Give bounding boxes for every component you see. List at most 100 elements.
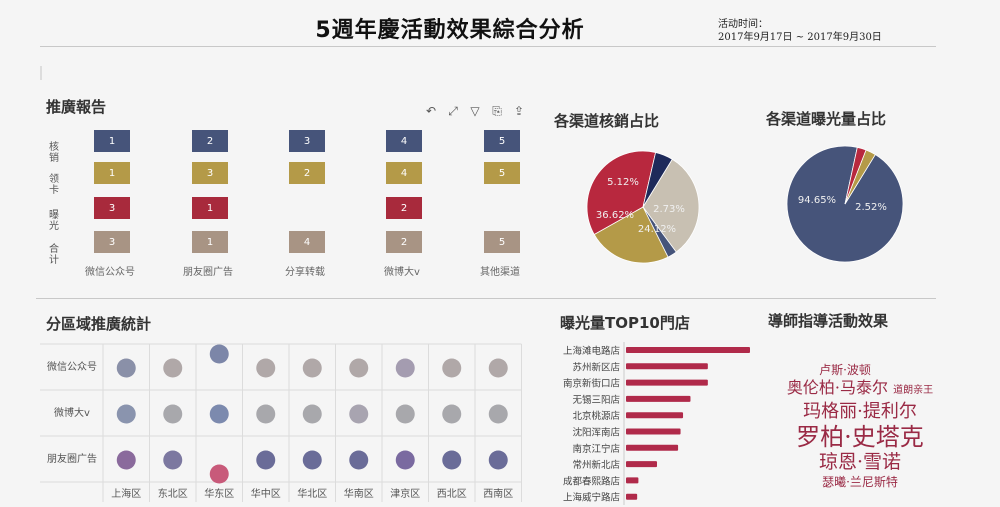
region-col-label-6: 津京区 bbox=[390, 487, 420, 500]
filter-icon[interactable]: ▽ bbox=[470, 104, 480, 118]
pie-slice-2 bbox=[593, 206, 669, 264]
store-label-7: 常州新北店 bbox=[572, 459, 620, 471]
category-label-4: 其他渠道 bbox=[480, 265, 520, 278]
region-dot-0-5 bbox=[349, 358, 369, 378]
cell-label-0-0: 1 bbox=[109, 136, 115, 147]
word-4: 玛格丽·提利尔 bbox=[803, 401, 917, 422]
row-label-1: 领卡 bbox=[47, 172, 59, 195]
store-bar-8 bbox=[626, 477, 639, 484]
pie1-chart: 2.73% 24.12% 36.62% 5.12% bbox=[586, 150, 700, 264]
pie-label-2: 24.12% bbox=[638, 224, 676, 235]
cell-0-0 bbox=[94, 130, 130, 152]
region-dot-0-4 bbox=[302, 358, 322, 378]
row-label-2: 曝光 bbox=[47, 209, 59, 231]
cell-label-1-1: 3 bbox=[207, 168, 213, 179]
region-col-label-1: 东北区 bbox=[158, 487, 188, 500]
pie-slice-0 bbox=[642, 158, 700, 253]
pie-label-1: 2.52% bbox=[855, 202, 887, 213]
undo-icon[interactable]: ↶ bbox=[425, 104, 437, 118]
word-7: 瑟曦·兰尼斯特 bbox=[822, 475, 898, 489]
cell-1-0 bbox=[94, 162, 130, 184]
top10-chart: 上海滩电路店苏州新区店南京新街口店无锡三阳店北京桃源店沈阳浑南店南京江宁店常州新… bbox=[563, 342, 750, 505]
region-col-label-0: 上海区 bbox=[111, 487, 141, 500]
region-col-label-5: 华南区 bbox=[344, 487, 374, 500]
cell-2-1 bbox=[192, 197, 228, 219]
region-row-label-1: 微博大v bbox=[54, 406, 90, 419]
store-label-8: 成都春熙路店 bbox=[563, 475, 620, 487]
cell-label-1-2: 2 bbox=[304, 168, 310, 179]
cell-label-3-2: 4 bbox=[304, 237, 310, 248]
store-label-6: 南京江宁店 bbox=[572, 443, 620, 455]
region-dot-2-3 bbox=[256, 450, 276, 470]
word-3: 道朗亲王 bbox=[893, 385, 934, 396]
header-divider bbox=[40, 46, 936, 47]
region-dot-2-0 bbox=[116, 450, 136, 470]
word-cloud: 卢斯·波顿 奥伦柏·马泰尔 道朗亲王 玛格丽·提利尔 罗柏·史塔克 琼恩·雪诺 … bbox=[775, 363, 945, 490]
store-bar-2 bbox=[626, 379, 708, 386]
cell-label-2-0: 3 bbox=[109, 203, 115, 214]
region-dot-0-0 bbox=[116, 358, 136, 378]
cell-0-2 bbox=[289, 130, 325, 152]
cell-label-3-3: 2 bbox=[401, 237, 407, 248]
region-dot-2-1 bbox=[163, 450, 183, 470]
mentors-title: 導師指導活動效果 bbox=[768, 312, 889, 330]
region-dot-0-3 bbox=[256, 358, 276, 378]
cell-label-3-4: 5 bbox=[499, 237, 505, 248]
region-dot-1-1 bbox=[163, 404, 183, 424]
region-col-label-7: 西北区 bbox=[437, 488, 467, 500]
section-divider bbox=[36, 298, 936, 299]
decorative-mark bbox=[40, 66, 42, 80]
cell-3-4 bbox=[484, 231, 520, 253]
region-dot-1-8 bbox=[488, 404, 508, 424]
expand-icon[interactable]: ⤢ bbox=[448, 104, 458, 118]
store-label-2: 南京新街口店 bbox=[563, 378, 620, 390]
cell-1-1 bbox=[192, 162, 228, 184]
store-label-1: 苏州新区店 bbox=[572, 361, 620, 373]
store-bar-7 bbox=[626, 461, 657, 468]
export-icon[interactable]: ⎘ bbox=[492, 104, 502, 118]
pie1-title: 各渠道核銷占比 bbox=[554, 112, 660, 130]
word-6: 琼恩·雪诺 bbox=[818, 451, 902, 473]
promo-title: 推廣報告 bbox=[46, 98, 107, 116]
region-dot-2-7 bbox=[442, 450, 462, 470]
pie2-title: 各渠道曝光量占比 bbox=[766, 110, 887, 128]
pie-slice-4 bbox=[642, 151, 673, 208]
cell-3-0 bbox=[94, 231, 130, 253]
region-dot-2-4 bbox=[302, 450, 322, 470]
region-col-label-3: 华中区 bbox=[251, 487, 281, 500]
store-label-4: 北京桃源店 bbox=[572, 410, 620, 422]
cell-label-2-1: 1 bbox=[207, 203, 213, 214]
region-dot-1-3 bbox=[256, 404, 276, 424]
region-dot-2-8 bbox=[488, 450, 508, 470]
cell-label-0-1: 2 bbox=[207, 136, 213, 147]
pie2-chart: 94.65% 2.52% bbox=[786, 145, 904, 263]
cell-0-3 bbox=[386, 130, 422, 152]
cell-label-0-4: 5 bbox=[499, 136, 505, 147]
region-dot-1-7 bbox=[442, 404, 462, 424]
cell-label-0-2: 3 bbox=[304, 136, 310, 147]
cell-1-2 bbox=[289, 162, 325, 184]
store-bar-1 bbox=[626, 363, 708, 370]
share-icon[interactable]: ⇪ bbox=[513, 104, 525, 118]
region-col-label-8: 西南区 bbox=[483, 487, 513, 500]
cell-1-4 bbox=[484, 162, 520, 184]
cell-0-4 bbox=[484, 130, 520, 152]
pie-label-0: 94.65% bbox=[798, 195, 836, 206]
region-dot-2-6 bbox=[395, 450, 415, 470]
store-label-5: 沈阳浑南店 bbox=[572, 427, 620, 439]
cell-0-1 bbox=[192, 130, 228, 152]
region-title: 分區域推廣統計 bbox=[46, 315, 152, 333]
row-label-0: 核销 bbox=[47, 140, 59, 163]
word-5: 罗柏·史塔克 bbox=[796, 423, 924, 451]
store-bar-6 bbox=[626, 444, 679, 451]
cell-label-0-3: 4 bbox=[401, 136, 407, 147]
region-dot-1-4 bbox=[302, 404, 322, 424]
cell-label-3-1: 1 bbox=[207, 237, 213, 248]
region-dot-0-8 bbox=[488, 358, 508, 378]
cell-2-0 bbox=[94, 197, 130, 219]
region-dot-1-2 bbox=[209, 404, 229, 424]
cell-label-2-3: 2 bbox=[401, 203, 407, 214]
cell-3-2 bbox=[289, 231, 325, 253]
top10-title: 曝光量TOP10門店 bbox=[560, 314, 690, 332]
store-label-3: 无锡三阳店 bbox=[572, 394, 620, 406]
